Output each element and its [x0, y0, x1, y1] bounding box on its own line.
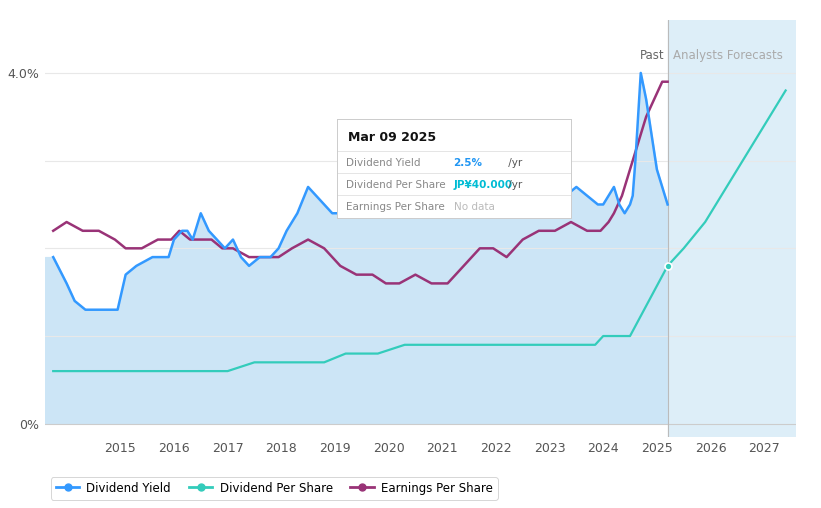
Text: No data: No data [453, 202, 494, 211]
Text: Mar 09 2025: Mar 09 2025 [348, 131, 437, 144]
Bar [667, 20, 796, 437]
Text: 2.5%: 2.5% [453, 158, 483, 168]
Text: Dividend Yield: Dividend Yield [346, 158, 420, 168]
Text: Earnings Per Share: Earnings Per Share [346, 202, 445, 211]
Text: Past: Past [640, 49, 665, 62]
Text: JP¥40.000: JP¥40.000 [453, 180, 513, 190]
Text: Dividend Per Share: Dividend Per Share [346, 180, 446, 190]
Text: /yr: /yr [505, 158, 522, 168]
Text: /yr: /yr [505, 180, 522, 190]
Legend: Dividend Yield, Dividend Per Share, Earnings Per Share: Dividend Yield, Dividend Per Share, Earn… [51, 477, 498, 500]
Text: Analysts Forecasts: Analysts Forecasts [673, 49, 783, 62]
